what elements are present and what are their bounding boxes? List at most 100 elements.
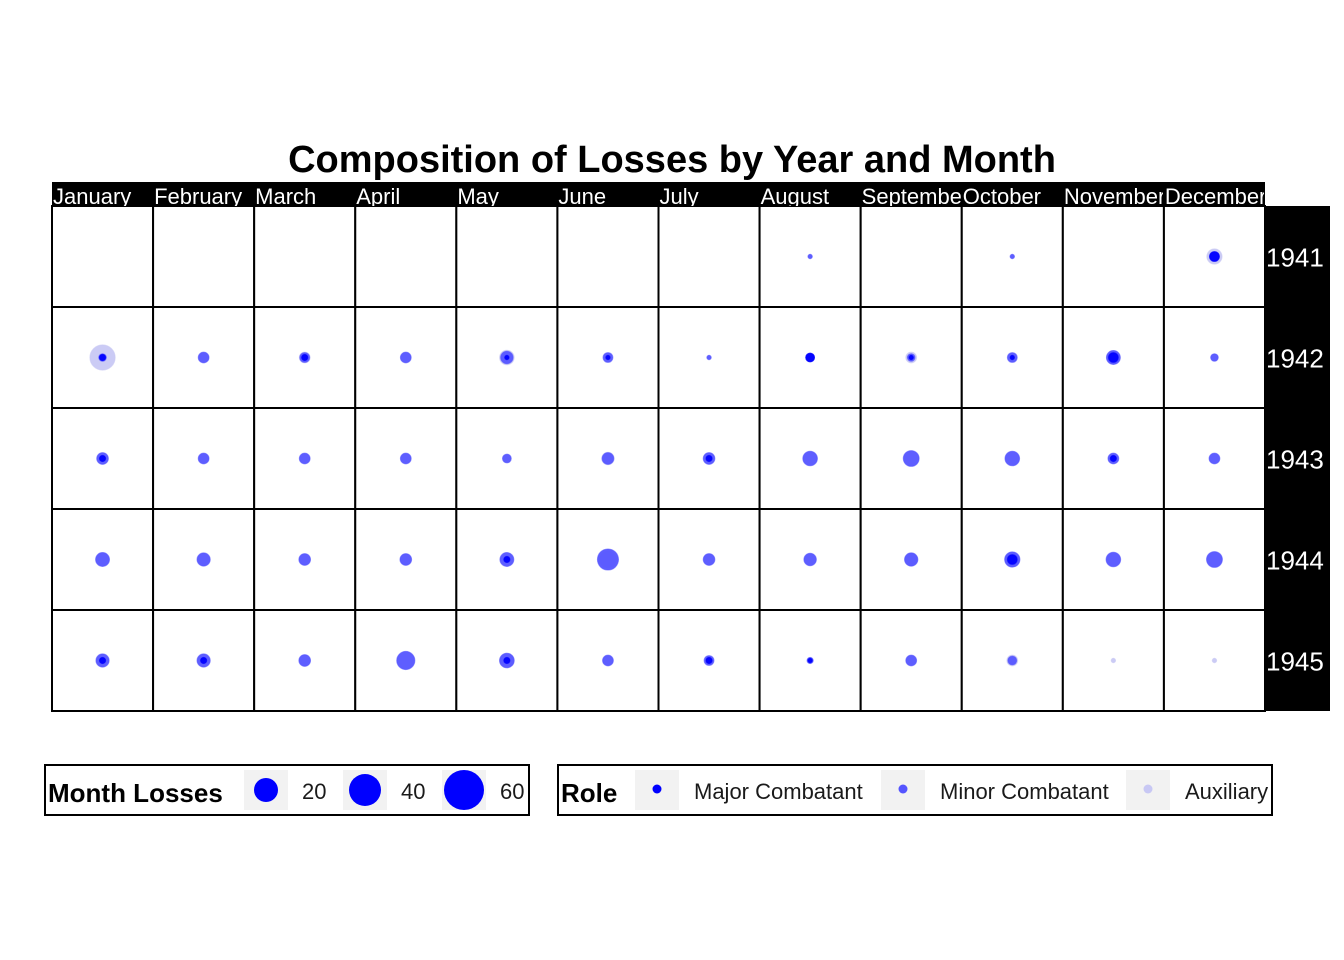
year-label-1942: 1942: [1266, 344, 1324, 374]
point-minor-combatant-august-1943: [802, 450, 818, 467]
point-major-combatant-january-1943: [98, 454, 107, 463]
data-points: [89, 248, 1223, 671]
point-minor-combatant-march-1943: [298, 452, 311, 465]
point-major-combatant-november-1943: [1109, 454, 1117, 463]
point-minor-combatant-september-1943: [902, 450, 920, 467]
panel-may-1941: [455, 205, 559, 308]
size-legend: Month Losses 20 40 60: [44, 764, 530, 816]
point-major-combatant-october-1944: [1006, 554, 1018, 565]
point-minor-combatant-june-1944: [596, 548, 620, 571]
point-minor-combatant-june-1943: [601, 452, 615, 465]
month-strip-bar: [52, 182, 1265, 206]
point-major-combatant-june-1942: [605, 354, 611, 361]
point-minor-combatant-october-1941: [1009, 253, 1015, 260]
month-label-october: October: [963, 184, 1041, 209]
year-strip-bar: [1265, 206, 1330, 711]
panel-november-1941: [1061, 205, 1165, 308]
month-label-june: June: [558, 184, 606, 209]
facet-panels: [51, 205, 1266, 712]
point-major-combatant-july-1945: [705, 656, 713, 665]
role-key-label-major-combatant: Major Combatant: [694, 779, 863, 804]
panel-july-1941: [657, 205, 761, 308]
point-minor-combatant-february-1944: [196, 552, 211, 567]
size-key-label-20: 20: [302, 779, 326, 804]
point-minor-combatant-september-1944: [904, 552, 919, 567]
year-label-1944: 1944: [1266, 546, 1324, 576]
size-key-circle-20: [254, 778, 278, 802]
point-major-combatant-may-1942: [504, 354, 510, 361]
chart-title: Composition of Losses by Year and Month: [288, 139, 1056, 181]
point-minor-combatant-december-1942: [1210, 353, 1219, 362]
month-label-august: August: [761, 184, 830, 209]
size-key-label-60: 60: [500, 779, 524, 804]
month-label-september: September: [862, 184, 970, 209]
point-minor-combatant-june-1945: [602, 654, 614, 667]
month-label-february: February: [154, 184, 242, 209]
point-minor-combatant-december-1944: [1206, 551, 1223, 568]
role-key-swatch-auxiliary: [1143, 784, 1153, 794]
year-label-1941: 1941: [1266, 243, 1324, 273]
size-key-circle-40: [349, 774, 381, 806]
panel-december-1944: [1162, 508, 1266, 611]
point-major-combatant-december-1941: [1209, 251, 1220, 262]
size-key-label-40: 40: [401, 779, 425, 804]
point-major-combatant-november-1942: [1107, 352, 1119, 363]
month-label-november: November: [1064, 184, 1165, 209]
role-legend-title: Role: [561, 778, 617, 808]
point-major-combatant-february-1945: [200, 656, 208, 665]
point-minor-combatant-december-1943: [1208, 452, 1221, 465]
point-minor-combatant-february-1943: [197, 452, 210, 465]
panel-february-1941: [152, 205, 256, 308]
point-minor-combatant-august-1941: [807, 253, 813, 260]
month-label-july: July: [660, 184, 699, 209]
size-key-circle-60: [444, 770, 484, 810]
point-minor-combatant-august-1944: [803, 552, 817, 567]
point-major-combatant-march-1942: [301, 353, 309, 362]
point-major-combatant-may-1945: [503, 656, 511, 665]
point-minor-combatant-april-1944: [399, 553, 413, 566]
panel-april-1941: [354, 205, 458, 308]
point-major-combatant-october-1942: [1009, 354, 1015, 361]
role-key-swatch-minor-combatant: [898, 784, 908, 794]
point-minor-combatant-january-1944: [95, 552, 110, 567]
point-major-combatant-may-1944: [503, 555, 511, 564]
panel-november-1942: [1061, 306, 1165, 409]
panel-july-1943: [657, 407, 761, 510]
panel-june-1941: [556, 205, 660, 308]
point-major-combatant-july-1943: [705, 454, 713, 463]
year-label-1943: 1943: [1266, 445, 1324, 475]
month-label-january: January: [53, 184, 131, 209]
point-minor-combatant-october-1943: [1004, 450, 1021, 467]
month-label-april: April: [356, 184, 400, 209]
panel-may-1942: [455, 306, 559, 409]
point-minor-combatant-april-1943: [399, 452, 412, 465]
point-major-combatant-august-1945: [807, 657, 813, 664]
year-label-1945: 1945: [1266, 647, 1324, 677]
panel-september-1941: [859, 205, 963, 308]
point-major-combatant-september-1942: [908, 354, 914, 361]
point-minor-combatant-november-1944: [1105, 551, 1122, 568]
month-label-december: December: [1165, 184, 1266, 209]
month-label-may: May: [457, 184, 499, 209]
size-legend-title: Month Losses: [48, 778, 223, 808]
facet-strips: January February March April May June July Augu…: [52, 182, 1330, 711]
point-minor-combatant-september-1945: [905, 654, 918, 667]
point-auxiliary-december-1945: [1211, 657, 1218, 664]
point-minor-combatant-october-1945: [1007, 655, 1018, 666]
point-minor-combatant-march-1945: [298, 654, 312, 667]
month-label-march: March: [255, 184, 316, 209]
panel-february-1945: [152, 609, 256, 712]
point-minor-combatant-july-1942: [706, 354, 712, 361]
point-auxiliary-november-1945: [1110, 657, 1117, 664]
point-minor-combatant-may-1943: [501, 453, 512, 464]
role-legend: Role Major Combatant Minor Combatant Auxil…: [557, 764, 1273, 816]
point-minor-combatant-march-1944: [298, 553, 312, 566]
point-minor-combatant-july-1944: [702, 553, 716, 566]
point-minor-combatant-april-1945: [396, 650, 416, 671]
role-key-label-auxiliary: Auxiliary: [1185, 779, 1268, 804]
point-major-combatant-january-1945: [98, 656, 107, 665]
point-minor-combatant-february-1942: [197, 351, 210, 364]
role-key-swatch-major-combatant: [652, 784, 662, 794]
role-key-label-minor-combatant: Minor Combatant: [940, 779, 1109, 804]
